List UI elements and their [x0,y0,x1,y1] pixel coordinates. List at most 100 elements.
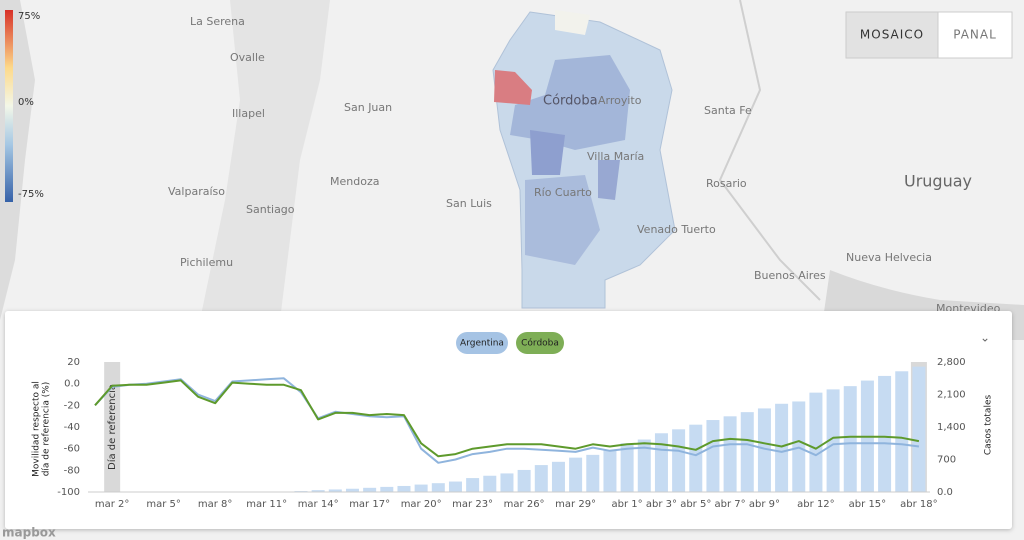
district [598,160,620,200]
city-label: Villa María [587,150,644,163]
y2-tick-label: 700 [937,455,956,466]
bar [517,469,531,492]
y-axis-title: Movilidad respecto al [32,381,42,477]
x-tick-label: mar 5° [146,499,181,510]
city-label: San Juan [344,101,392,114]
bar [620,443,634,492]
bar [534,465,548,492]
city-label: Santa Fe [704,104,752,117]
x-tick-label: abr 15° [849,499,887,510]
x-tick-label: mar 29° [555,499,596,510]
district [494,70,532,105]
city-label: Ovalle [230,51,265,64]
city-label: Río Cuarto [534,186,592,199]
toggle-label[interactable]: PANAL [953,28,997,42]
bar [397,485,411,492]
x-tick-label: abr 3° [646,499,677,510]
bar [586,454,600,492]
city-label: Rosario [706,177,747,190]
legend-label: -75% [18,189,44,200]
bar [380,486,394,492]
bar [328,489,342,492]
bar [706,420,720,492]
bar [654,433,668,492]
city-label: Nueva Helvecia [846,251,932,264]
y-axis-title: día de referencia (%) [42,382,52,477]
bar [843,386,857,492]
legend-label: 0% [18,97,34,108]
y-tick-label: -40 [64,422,80,433]
x-tick-label: abr 5° [680,499,711,510]
bar [878,375,892,492]
y-tick-label: -60 [64,444,80,455]
legend-item[interactable] [456,332,508,354]
city-label: Pichilemu [180,256,233,269]
x-tick-label: mar 8° [198,499,233,510]
line [94,379,920,458]
y-tick-label: 0.0 [64,379,80,390]
bar [551,461,565,492]
x-tick-label: mar 20° [401,499,442,510]
bar [448,481,462,492]
reference-band [104,362,121,492]
y-tick-label: 20 [67,357,80,368]
x-tick-label: abr 9° [749,499,780,510]
x-tick-label: abr 1° [612,499,643,510]
line [94,377,920,464]
relief [200,0,330,320]
bar [775,403,789,492]
y2-axis-title: Casos totales [984,395,994,456]
legend-label[interactable]: Córdoba [521,338,559,349]
bar [826,389,840,492]
bar [363,487,377,492]
bar [912,366,926,492]
x-tick-label: mar 17° [349,499,390,510]
city-label: Santiago [246,203,295,216]
bar [414,484,428,492]
city-label: Venado Tuerto [637,223,716,236]
toggle-label[interactable]: MOSAICO [860,28,924,42]
chart: Día de referenciaDía de análisis-100-80-… [32,332,994,510]
y2-tick-label: 1,400 [937,422,966,433]
bar [569,457,583,492]
y2-tick-label: 2,100 [937,390,966,401]
legend-label[interactable]: Argentina [460,339,504,349]
bar [483,475,497,492]
legend-item[interactable] [516,332,564,354]
x-tick-label: abr 12° [797,499,835,510]
collapse-chevron[interactable]: ⌄ [980,331,990,345]
bar [672,429,686,492]
bar [345,488,359,492]
city-label: Arroyito [598,94,642,107]
annotation: Día de referencia [106,384,118,470]
attribution: mapbox [2,526,56,540]
city-label: Uruguay [904,172,972,191]
bar [637,439,651,492]
city-label: La Serena [190,15,245,28]
bar [757,408,771,492]
district [555,10,590,35]
bar [895,371,909,492]
district [530,130,565,175]
x-tick-label: mar 26° [504,499,545,510]
district [510,55,630,150]
city-label: Buenos Aires [754,269,826,282]
legend-label: 75% [18,11,40,22]
bar [723,416,737,492]
bar [500,473,514,492]
x-tick-label: mar 11° [246,499,287,510]
river-line [718,0,821,301]
x-tick-label: mar 2° [95,499,130,510]
bar [809,392,823,492]
toggle-button[interactable] [937,11,1013,59]
city-label: San Luis [446,197,492,210]
x-tick-label: abr 7° [715,499,746,510]
x-tick-label: abr 18° [900,499,938,510]
y-tick-label: -20 [64,400,80,411]
y2-tick-label: 2,800 [937,357,966,368]
bar [431,483,445,492]
city-label: Valparaíso [168,185,225,198]
x-tick-label: mar 14° [298,499,339,510]
bar [740,412,754,492]
